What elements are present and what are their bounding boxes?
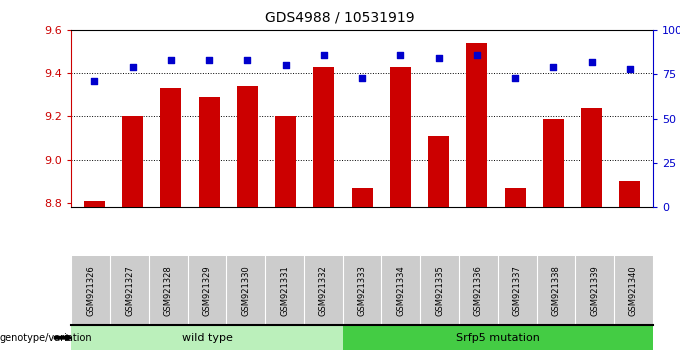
- Text: GSM921327: GSM921327: [125, 265, 134, 316]
- Text: GSM921333: GSM921333: [358, 265, 367, 316]
- Text: GSM921330: GSM921330: [241, 265, 250, 316]
- Bar: [390, 67, 411, 207]
- Text: GSM921335: GSM921335: [435, 265, 444, 316]
- Bar: [619, 181, 641, 207]
- Text: GSM921336: GSM921336: [474, 265, 483, 316]
- Text: GSM921340: GSM921340: [629, 265, 638, 316]
- Point: [242, 57, 253, 63]
- Text: GSM921334: GSM921334: [396, 265, 405, 316]
- Point: [624, 66, 635, 72]
- Text: GSM921339: GSM921339: [590, 265, 599, 316]
- Bar: [275, 116, 296, 207]
- Text: GDS4988 / 10531919: GDS4988 / 10531919: [265, 11, 415, 25]
- Text: wild type: wild type: [182, 333, 233, 343]
- Point: [586, 59, 597, 65]
- Point: [165, 57, 176, 63]
- Bar: [84, 201, 105, 207]
- Bar: [160, 88, 182, 207]
- Bar: [352, 188, 373, 207]
- Text: GSM921331: GSM921331: [280, 265, 289, 316]
- Point: [280, 63, 291, 68]
- Bar: [428, 136, 449, 207]
- Bar: [581, 108, 602, 207]
- Point: [509, 75, 520, 81]
- Point: [89, 79, 100, 84]
- Bar: [543, 119, 564, 207]
- Point: [318, 52, 329, 58]
- Bar: [466, 43, 488, 207]
- Text: GSM921337: GSM921337: [513, 265, 522, 316]
- Point: [127, 64, 138, 70]
- Point: [356, 75, 367, 81]
- Text: GSM921326: GSM921326: [86, 265, 95, 316]
- Text: genotype/variation: genotype/variation: [0, 333, 92, 343]
- Text: Srfp5 mutation: Srfp5 mutation: [456, 333, 540, 343]
- Bar: [122, 116, 143, 207]
- Bar: [199, 97, 220, 207]
- Point: [548, 64, 559, 70]
- Point: [433, 56, 444, 61]
- Point: [471, 52, 482, 58]
- Bar: [505, 188, 526, 207]
- Text: GSM921332: GSM921332: [319, 265, 328, 316]
- Text: GSM921338: GSM921338: [551, 265, 560, 316]
- Point: [395, 52, 406, 58]
- Bar: [313, 67, 335, 207]
- Text: GSM921328: GSM921328: [164, 265, 173, 316]
- Bar: [237, 86, 258, 207]
- Text: GSM921329: GSM921329: [203, 265, 211, 316]
- Point: [203, 57, 214, 63]
